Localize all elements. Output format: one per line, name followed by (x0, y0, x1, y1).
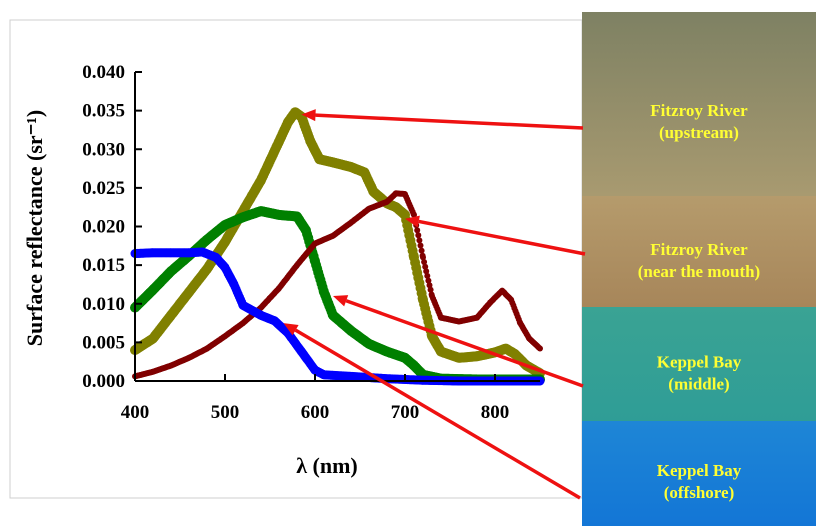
water-photo-1 (582, 196, 816, 307)
y-tick-label: 0.035 (82, 101, 125, 122)
arrow-line (294, 328, 581, 500)
x-tick-label: 500 (211, 402, 240, 423)
data-point (420, 254, 426, 261)
photo-label-line1: Fitzroy River (650, 240, 748, 259)
y-tick-label: 0.005 (82, 332, 125, 353)
arrow-head (283, 323, 299, 336)
photo-label-line1: Keppel Bay (657, 353, 742, 372)
arrow-head (333, 295, 349, 307)
x-tick-label: 400 (121, 402, 150, 423)
photo-label-line2: (offshore) (664, 483, 735, 502)
data-point (427, 286, 434, 293)
photo-label-line2: (near the mouth) (638, 262, 760, 281)
x-tick-label: 700 (391, 402, 420, 423)
y-tick-label: 0.010 (82, 294, 125, 315)
arrow-head (301, 109, 316, 122)
x-axis-title: λ (nm) (296, 453, 358, 478)
data-point (415, 232, 422, 239)
x-tick-label: 800 (481, 402, 510, 423)
water-photo-3 (582, 421, 816, 526)
x-tick-label: 600 (301, 402, 330, 423)
arrow-head (405, 215, 420, 228)
data-point (425, 277, 432, 284)
data-point (414, 227, 421, 234)
arrow-line (345, 299, 584, 388)
y-tick-label: 0.025 (82, 178, 125, 199)
photo-label-line2: (upstream) (659, 123, 739, 142)
data-point (417, 242, 424, 249)
y-tick-label: 0.000 (82, 371, 125, 392)
plot-data (130, 107, 545, 386)
data-point (421, 259, 428, 265)
data-point (537, 345, 543, 352)
y-tick-label: 0.040 (82, 62, 125, 83)
photo-label-line1: Fitzroy River (650, 101, 748, 120)
data-point (416, 237, 423, 244)
data-point (422, 263, 429, 270)
arrow-line (418, 219, 586, 256)
y-tick-label: 0.020 (82, 217, 125, 238)
series-0 (130, 107, 545, 379)
data-point (418, 247, 425, 254)
data-point (424, 272, 431, 279)
water-photo-0 (582, 12, 816, 196)
annotation-arrows (283, 109, 586, 500)
water-photo-2 (582, 307, 816, 421)
photo-label-line2: (middle) (668, 375, 729, 394)
axis-ticks: 0.000 0.005 0.010 0.015 0.020 0.025 0.030 0.035… (82, 62, 509, 423)
y-axis-title: Surface reflectance (sr⁻¹) (22, 110, 47, 346)
photo-strip: Fitzroy River (upstream) Fitzroy River (nea… (582, 12, 816, 526)
y-tick-label: 0.015 (82, 255, 125, 276)
data-point (423, 268, 430, 275)
data-point (426, 282, 433, 289)
photo-label-line1: Keppel Bay (657, 461, 742, 480)
data-point (411, 211, 417, 218)
arrow-line (315, 113, 584, 130)
y-tick-label: 0.030 (82, 139, 125, 160)
